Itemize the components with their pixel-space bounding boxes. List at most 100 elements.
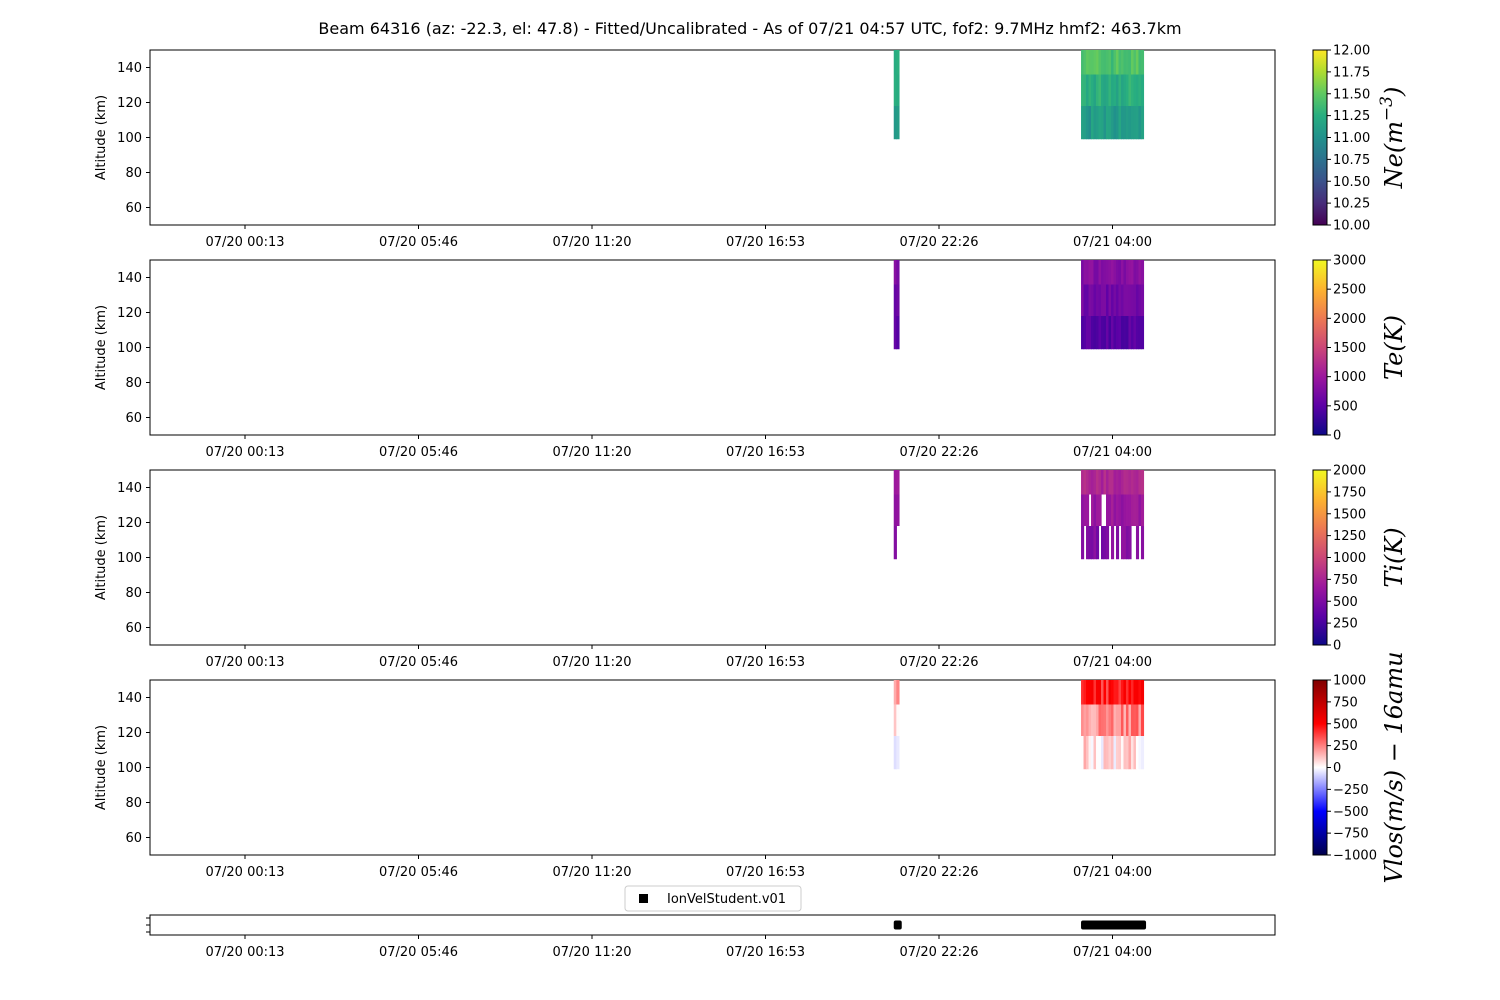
data-cell: [1120, 260, 1125, 285]
data-cell: [896, 74, 900, 106]
data-cell: [1086, 736, 1090, 770]
data-cell: [1115, 736, 1120, 770]
data-cell: [1106, 704, 1110, 736]
data-cell: [1130, 316, 1135, 350]
data-cell: [1118, 316, 1122, 350]
data-cell: [1115, 470, 1120, 495]
data-cell: [1115, 704, 1120, 736]
data-cell: [1140, 284, 1145, 316]
data-cell: [893, 316, 897, 350]
colorbar: −1000 −750 −500 −250 0 250 500 750 1000 Vlos(m/s)…: [1312, 651, 1408, 884]
data-cell: [1106, 736, 1110, 770]
data-cell: [1091, 106, 1095, 140]
data-cell: [1088, 316, 1092, 350]
data-cell: [1110, 704, 1115, 736]
data-cell: [1123, 106, 1127, 140]
figure-title: Beam 64316 (az: -22.3, el: 47.8) - Fitte…: [318, 19, 1181, 38]
data-cell: [893, 736, 897, 770]
data-cell: [896, 316, 900, 350]
data-cell: [1098, 494, 1102, 526]
data-cell: [1110, 260, 1115, 285]
data-cell: [1110, 736, 1115, 770]
data-cell: [1113, 50, 1117, 75]
colorbar: 10.00 10.25 10.50 10.75 11.00 11.25 11.50 11.75…: [1312, 44, 1408, 234]
data-cell: [1101, 260, 1105, 285]
data-cell: [1096, 284, 1100, 316]
data-cell: [1123, 704, 1127, 736]
data-cell: [1138, 50, 1142, 75]
colorbar-tick-label: −250: [1333, 783, 1369, 798]
data-cell: [1115, 680, 1120, 705]
data-cell: [893, 526, 897, 560]
data-cell: [893, 260, 897, 285]
colorbar-tick-label: 750: [1333, 695, 1358, 710]
data-cell: [1118, 260, 1122, 285]
data-cell: [1130, 74, 1135, 106]
data-cell: [1108, 736, 1112, 770]
x-tick-label: 07/20 05:46: [379, 865, 458, 880]
data-cell: [1128, 284, 1132, 316]
data-cell: [1138, 736, 1142, 770]
data-cell: [1128, 74, 1132, 106]
y-axis-label: Altitude (km): [94, 305, 109, 390]
colorbar-label: Ti(K): [1380, 527, 1408, 587]
data-cell: [1088, 74, 1092, 106]
data-cell: [1096, 494, 1100, 526]
data-cell: [1120, 106, 1125, 140]
data-cell: [1135, 316, 1140, 350]
data-block: [893, 470, 900, 560]
data-cell: [1133, 106, 1137, 140]
data-cell: [1140, 470, 1145, 495]
data-cell: [1108, 494, 1112, 526]
y-axis-label: Altitude (km): [94, 95, 109, 180]
data-cell: [1081, 50, 1085, 75]
data-cell: [1081, 470, 1085, 495]
data-cell: [893, 680, 897, 705]
data-cell: [1135, 284, 1140, 316]
data-cell: [1106, 470, 1110, 495]
data-cell: [1083, 106, 1087, 140]
colorbar-tick-label: 12.00: [1333, 44, 1370, 59]
data-cell: [1098, 736, 1102, 770]
data-cell: [1135, 106, 1140, 140]
data-cell: [1120, 680, 1125, 705]
data-cell: [1093, 736, 1097, 770]
data-cell: [1103, 106, 1107, 140]
data-cell: [893, 74, 897, 106]
data-cell: [1086, 704, 1090, 736]
x-tick-label: 07/20 00:13: [205, 655, 284, 670]
x-tick-label: 07/20 22:26: [899, 235, 978, 250]
data-cell: [1135, 260, 1140, 285]
data-cell: [1120, 526, 1125, 560]
data-block: [1081, 680, 1145, 770]
data-cell: [1125, 50, 1130, 75]
data-cell: [1108, 704, 1112, 736]
data-cell: [1093, 526, 1097, 560]
data-cell: [1113, 260, 1117, 285]
data-cell: [1123, 50, 1127, 75]
panel-vlos: 60 80 100 120 140 07/20 00:13 07/20 05:46 07/20…: [94, 651, 1408, 883]
data-cell: [893, 470, 897, 495]
data-cell: [1096, 526, 1100, 560]
colorbar-tick-label: 500: [1333, 595, 1358, 610]
y-axis-label: Altitude (km): [94, 515, 109, 600]
y-tick-label: 80: [125, 376, 142, 391]
data-cell: [1113, 736, 1117, 770]
data-cell: [1138, 74, 1142, 106]
data-cell: [1120, 284, 1125, 316]
data-cell: [1140, 316, 1145, 350]
x-tick-label: 07/20 05:46: [379, 655, 458, 670]
y-tick-label: 100: [117, 761, 142, 776]
data-cell: [1133, 494, 1137, 526]
colorbar: 0 250 500 750 1000 1250 1500 1750 2000 Ti(K): [1312, 464, 1408, 654]
data-cell: [1081, 704, 1085, 736]
data-cell: [1103, 74, 1107, 106]
data-cell: [1098, 106, 1102, 140]
data-cell: [1096, 680, 1100, 705]
data-cell: [1123, 680, 1127, 705]
data-cell: [1103, 284, 1107, 316]
data-cell: [1093, 316, 1097, 350]
data-cell: [1106, 526, 1110, 560]
data-cell: [1096, 74, 1100, 106]
data-cell: [1118, 106, 1122, 140]
